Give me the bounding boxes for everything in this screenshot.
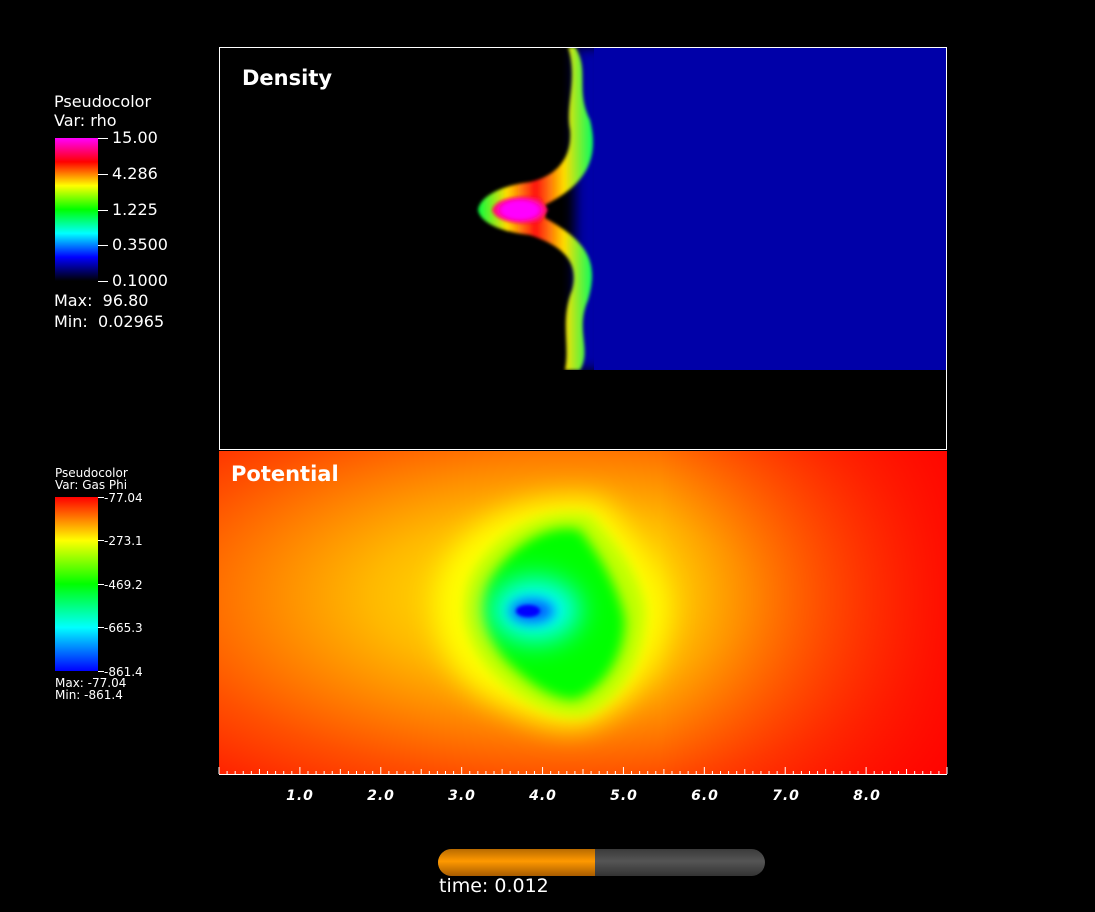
x-tick-label: 3.0	[448, 788, 476, 804]
potential-tick-label: -469.2	[104, 578, 143, 592]
potential-panel-title: Potential	[231, 462, 339, 486]
x-tick-label: 6.0	[691, 788, 719, 804]
potential-legend-title: Pseudocolor	[55, 466, 128, 480]
density-panel-title: Density	[242, 66, 333, 90]
potential-tick-label: -861.4	[104, 665, 143, 679]
density-plot	[219, 47, 947, 450]
potential-tick-label: -77.04	[104, 491, 143, 505]
potential-tick-label: -273.1	[104, 534, 143, 548]
potential-min-label: Min: -861.4	[55, 688, 123, 702]
x-tick-label: 1.0	[286, 788, 314, 804]
density-max-label: Max: 96.80	[54, 291, 149, 310]
x-tick-label: 4.0	[529, 788, 557, 804]
x-axis	[218, 767, 948, 775]
x-tick-label: 8.0	[853, 788, 881, 804]
density-tick-label: 4.286	[112, 164, 158, 183]
density-colorbar	[55, 138, 98, 281]
time-slider-fill	[438, 849, 595, 876]
x-tick-label: 5.0	[610, 788, 638, 804]
potential-tick-label: -665.3	[104, 621, 143, 635]
potential-max-label: Max: -77.04	[55, 676, 127, 690]
density-min-label: Min: 0.02965	[54, 312, 165, 331]
density-legend-var: Var: rho	[54, 111, 117, 130]
time-slider[interactable]	[438, 849, 765, 876]
potential-legend-var: Var: Gas Phi	[55, 478, 128, 492]
time-label: time: 0.012	[439, 875, 549, 897]
x-tick-label: 2.0	[367, 788, 395, 804]
potential-plot	[219, 451, 947, 774]
density-legend-title: Pseudocolor	[54, 92, 152, 111]
x-tick-label: 7.0	[772, 788, 800, 804]
density-tick-label: 1.225	[112, 200, 158, 219]
density-tick-label: 0.1000	[112, 271, 168, 290]
density-tick-label: 0.3500	[112, 235, 168, 254]
density-tick-label: 15.00	[112, 128, 158, 147]
potential-colorbar	[55, 497, 98, 671]
